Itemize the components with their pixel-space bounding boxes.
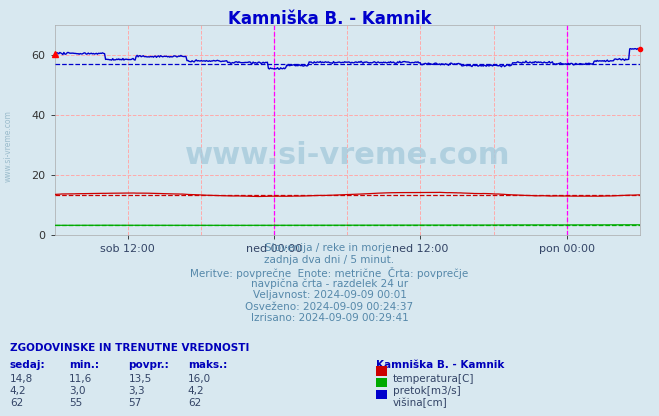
- Text: www.si-vreme.com: www.si-vreme.com: [185, 141, 510, 170]
- Text: zadnja dva dni / 5 minut.: zadnja dva dni / 5 minut.: [264, 255, 395, 265]
- Text: pretok[m3/s]: pretok[m3/s]: [393, 386, 461, 396]
- Text: 11,6: 11,6: [69, 374, 92, 384]
- Text: 57: 57: [129, 398, 142, 408]
- Text: 4,2: 4,2: [10, 386, 26, 396]
- Text: povpr.:: povpr.:: [129, 360, 169, 370]
- Text: 3,0: 3,0: [69, 386, 86, 396]
- Text: 62: 62: [188, 398, 201, 408]
- Text: Veljavnost: 2024-09-09 00:01: Veljavnost: 2024-09-09 00:01: [252, 290, 407, 300]
- Text: Meritve: povprečne  Enote: metrične  Črta: povprečje: Meritve: povprečne Enote: metrične Črta:…: [190, 267, 469, 279]
- Text: temperatura[C]: temperatura[C]: [393, 374, 474, 384]
- Text: Slovenija / reke in morje.: Slovenija / reke in morje.: [264, 243, 395, 253]
- Text: Kamniška B. - Kamnik: Kamniška B. - Kamnik: [228, 10, 431, 28]
- Text: Osveženo: 2024-09-09 00:24:37: Osveženo: 2024-09-09 00:24:37: [245, 302, 414, 312]
- Text: 13,5: 13,5: [129, 374, 152, 384]
- Text: 3,3: 3,3: [129, 386, 145, 396]
- Text: višina[cm]: višina[cm]: [393, 398, 447, 408]
- Text: ZGODOVINSKE IN TRENUTNE VREDNOSTI: ZGODOVINSKE IN TRENUTNE VREDNOSTI: [10, 343, 249, 353]
- Text: maks.:: maks.:: [188, 360, 227, 370]
- Text: 4,2: 4,2: [188, 386, 204, 396]
- Text: 14,8: 14,8: [10, 374, 33, 384]
- Text: Kamniška B. - Kamnik: Kamniška B. - Kamnik: [376, 360, 504, 370]
- Text: 55: 55: [69, 398, 82, 408]
- Text: www.si-vreme.com: www.si-vreme.com: [3, 110, 13, 181]
- Text: 62: 62: [10, 398, 23, 408]
- Text: 16,0: 16,0: [188, 374, 211, 384]
- Text: sedaj:: sedaj:: [10, 360, 45, 370]
- Text: Izrisano: 2024-09-09 00:29:41: Izrisano: 2024-09-09 00:29:41: [250, 313, 409, 323]
- Text: min.:: min.:: [69, 360, 100, 370]
- Text: navpična črta - razdelek 24 ur: navpična črta - razdelek 24 ur: [251, 278, 408, 289]
